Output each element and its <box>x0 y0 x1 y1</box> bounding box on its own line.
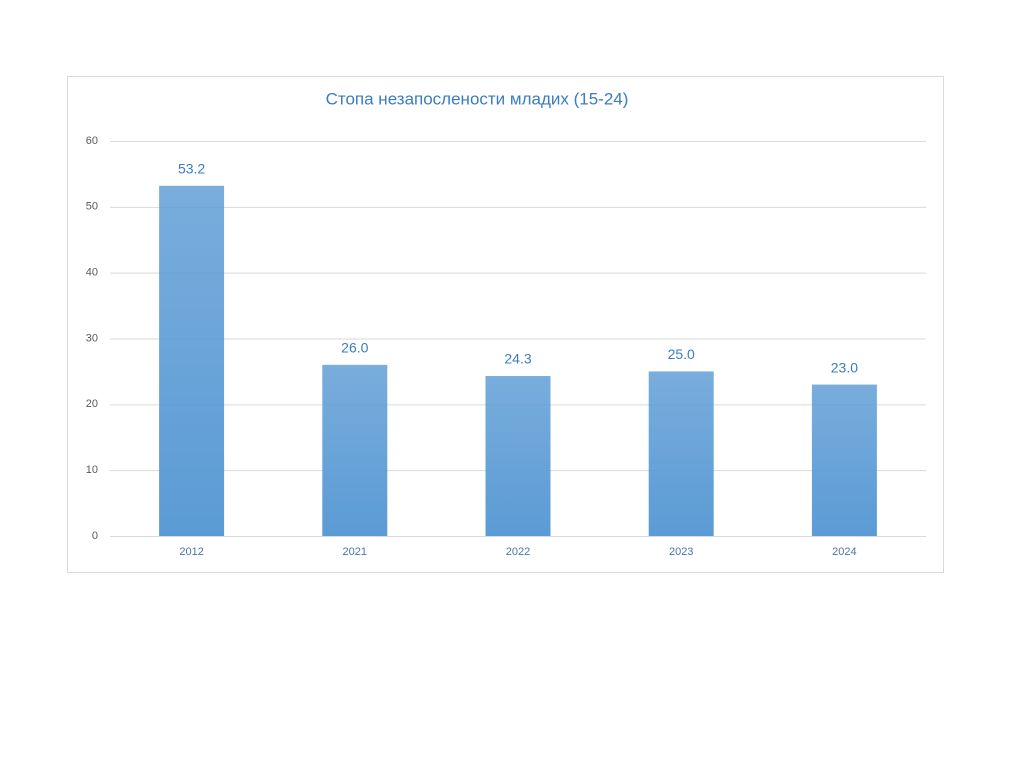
x-tick-label: 2022 <box>506 546 530 558</box>
y-tick-label: 60 <box>86 135 98 147</box>
y-tick-label: 30 <box>86 332 98 344</box>
x-tick-label: 2024 <box>832 546 856 558</box>
y-tick-label: 20 <box>86 398 98 410</box>
x-tick-label: 2012 <box>179 546 203 558</box>
bar <box>811 384 877 536</box>
bar <box>648 371 714 536</box>
value-label: 26.0 <box>341 340 368 356</box>
bar <box>159 185 225 536</box>
bar <box>485 376 551 536</box>
chart-title: Стопа незапослености младих (15-24) <box>326 89 629 108</box>
value-label: 53.2 <box>178 160 205 176</box>
y-tick-label: 10 <box>86 464 98 476</box>
x-tick-label: 2021 <box>343 546 367 558</box>
bar <box>322 364 388 536</box>
value-label: 25.0 <box>668 346 695 362</box>
y-tick-label: 50 <box>86 201 98 213</box>
y-tick-label: 0 <box>92 530 98 542</box>
y-tick-label: 40 <box>86 267 98 279</box>
value-label: 24.3 <box>504 351 531 367</box>
x-tick-label: 2023 <box>669 546 693 558</box>
value-label: 23.0 <box>831 359 858 375</box>
